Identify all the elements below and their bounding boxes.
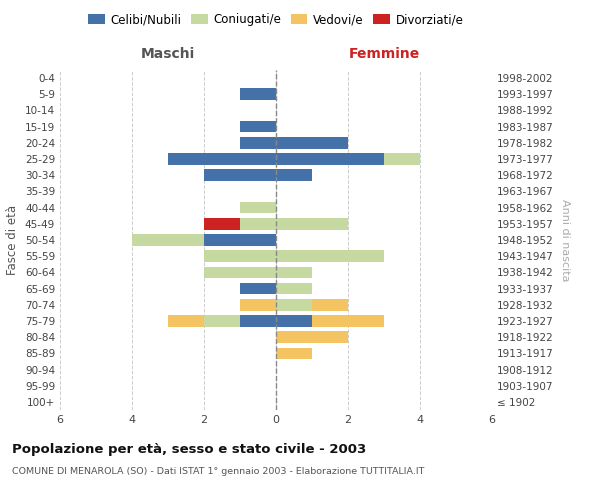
Bar bbox=[240, 88, 276, 100]
Bar bbox=[240, 202, 276, 213]
Bar bbox=[276, 332, 348, 343]
Bar bbox=[132, 234, 204, 246]
Bar bbox=[240, 299, 276, 310]
Bar bbox=[204, 266, 276, 278]
Bar bbox=[240, 218, 276, 230]
Bar bbox=[204, 250, 276, 262]
Bar bbox=[276, 218, 348, 230]
Bar bbox=[168, 153, 276, 165]
Bar bbox=[312, 299, 348, 310]
Bar bbox=[204, 234, 276, 246]
Bar bbox=[276, 170, 312, 181]
Bar bbox=[276, 348, 312, 359]
Text: Maschi: Maschi bbox=[141, 48, 195, 62]
Bar bbox=[240, 315, 276, 327]
Bar bbox=[276, 315, 312, 327]
Text: Femmine: Femmine bbox=[349, 48, 419, 62]
Bar bbox=[312, 315, 384, 327]
Bar bbox=[276, 137, 348, 148]
Bar bbox=[204, 170, 276, 181]
Legend: Celibi/Nubili, Coniugati/e, Vedovi/e, Divorziati/e: Celibi/Nubili, Coniugati/e, Vedovi/e, Di… bbox=[83, 8, 469, 31]
Bar bbox=[276, 299, 312, 310]
Bar bbox=[240, 137, 276, 148]
Bar bbox=[276, 153, 384, 165]
Bar bbox=[168, 315, 204, 327]
Text: COMUNE DI MENAROLA (SO) - Dati ISTAT 1° gennaio 2003 - Elaborazione TUTTITALIA.I: COMUNE DI MENAROLA (SO) - Dati ISTAT 1° … bbox=[12, 468, 424, 476]
Bar bbox=[384, 153, 420, 165]
Text: Popolazione per età, sesso e stato civile - 2003: Popolazione per età, sesso e stato civil… bbox=[12, 442, 366, 456]
Bar bbox=[204, 315, 240, 327]
Bar bbox=[240, 282, 276, 294]
Bar bbox=[276, 250, 384, 262]
Bar bbox=[276, 266, 312, 278]
Bar bbox=[276, 282, 312, 294]
Bar bbox=[204, 218, 240, 230]
Bar bbox=[240, 121, 276, 132]
Y-axis label: Fasce di età: Fasce di età bbox=[7, 205, 19, 275]
Y-axis label: Anni di nascita: Anni di nascita bbox=[560, 198, 570, 281]
